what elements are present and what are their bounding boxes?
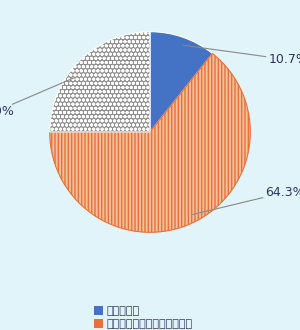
Text: 64.3%: 64.3% bbox=[193, 186, 300, 215]
Wedge shape bbox=[50, 53, 250, 232]
Text: 25.0%: 25.0% bbox=[0, 78, 73, 118]
Legend: あてはまる, どちらかといえばあてはまる, どちらかといえばあてはまらない, あてはまらない: あてはまる, どちらかといえばあてはまる, どちらかといえばあてはまらない, あ… bbox=[92, 304, 208, 330]
Wedge shape bbox=[50, 32, 150, 132]
Wedge shape bbox=[150, 32, 212, 132]
Text: 10.7%: 10.7% bbox=[183, 45, 300, 66]
